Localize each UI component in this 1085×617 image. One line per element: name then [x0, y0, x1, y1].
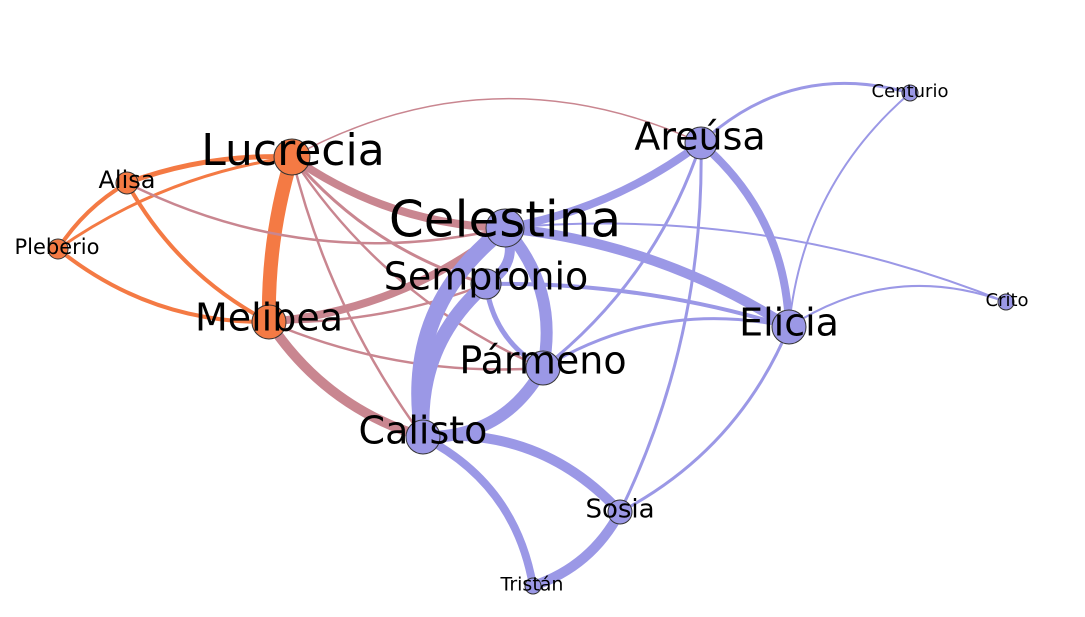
edge-calisto-tristan [419, 433, 537, 590]
node-label-alisa: Alisa [99, 166, 156, 194]
node-centurio[interactable] [901, 84, 919, 102]
edge-melibea-sempronio [267, 282, 488, 324]
edges-layer [56, 81, 1007, 591]
node-pleberio[interactable] [47, 238, 69, 260]
edge-celestina-crito [504, 222, 1007, 303]
edge-sempronio-elicia [484, 281, 791, 329]
edge-alisa-celestina [125, 181, 507, 245]
edge-lucrecia-calisto [290, 155, 425, 439]
edge-sosia-elicia [618, 325, 791, 514]
node-sempronio[interactable] [470, 268, 502, 300]
edge-sosia-areusa [618, 141, 703, 514]
node-label-celestina: Celestina [389, 191, 621, 249]
node-label-calisto: Calisto [359, 409, 488, 453]
edge-parmeno-elicia [541, 317, 791, 370]
node-label-pleberio: Pleberio [15, 235, 100, 259]
node-lucrecia[interactable] [273, 138, 311, 176]
node-label-areusa: Areúsa [634, 115, 765, 159]
node-label-sosia: Sosia [585, 495, 654, 525]
nodes-layer [47, 84, 1015, 595]
node-label-elicia: Elicia [739, 301, 839, 345]
node-crito[interactable] [997, 293, 1015, 311]
edge-sempronio-calisto [415, 277, 493, 444]
edge-elicia-centurio [788, 92, 911, 328]
node-sosia[interactable] [607, 499, 633, 525]
edge-sosia-tristan [528, 507, 625, 591]
node-label-parmeno: Pármeno [459, 339, 626, 383]
edge-areusa-centurio [699, 81, 912, 145]
edge-areusa-elicia [697, 139, 793, 331]
node-label-crito: Crito [985, 290, 1028, 311]
node-tristan[interactable] [524, 577, 542, 595]
labels-layer: Lucrecia Alisa Pleberio Melibea Celestina Sem… [15, 81, 1029, 596]
edge-lucrecia-melibea [261, 150, 299, 329]
node-alisa[interactable] [115, 171, 139, 195]
edge-celestina-areusa [501, 139, 705, 232]
node-celestina[interactable] [485, 208, 525, 248]
edge-melibea-calisto [264, 317, 428, 442]
edge-parmeno-areusa [541, 141, 703, 370]
node-calisto[interactable] [405, 419, 441, 455]
edge-calisto-sosia [418, 430, 625, 517]
node-label-sempronio: Sempronio [384, 255, 589, 299]
node-melibea[interactable] [251, 304, 287, 340]
node-elicia[interactable] [771, 309, 807, 345]
edge-lucrecia-alisa [124, 154, 295, 186]
edge-pleberio-melibea [56, 247, 271, 325]
node-areusa[interactable] [684, 126, 718, 160]
edge-lucrecia-parmeno [290, 155, 545, 370]
node-label-tristan: Tristán [500, 574, 564, 596]
edge-lucrecia-pleberio [56, 155, 294, 251]
edge-lucrecia-areusa [291, 97, 702, 158]
edge-alisa-melibea [125, 181, 271, 324]
node-label-centurio: Centurio [872, 81, 949, 102]
node-parmeno[interactable] [525, 350, 561, 386]
edge-lucrecia-celestina [288, 153, 509, 232]
edge-celestina-elicia [500, 223, 794, 332]
edge-melibea-parmeno [267, 320, 545, 371]
node-label-melibea: Melibea [195, 296, 343, 340]
node-label-lucrecia: Lucrecia [201, 125, 384, 176]
edge-elicia-crito [788, 284, 1007, 328]
